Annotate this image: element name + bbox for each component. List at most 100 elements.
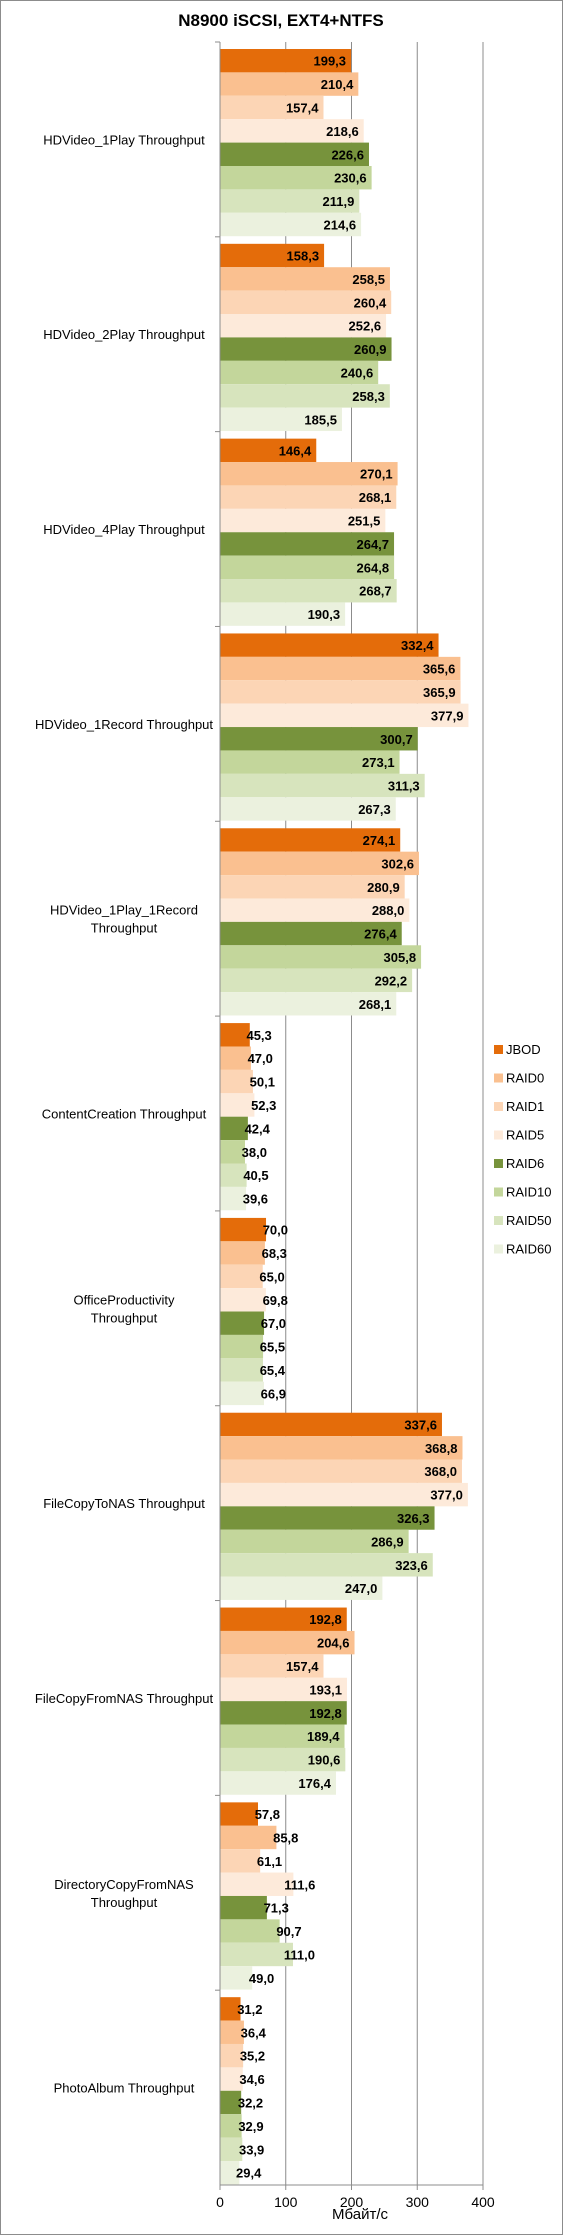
- data-label: 276,4: [364, 927, 397, 942]
- data-label: 146,4: [279, 443, 312, 458]
- bar: [220, 2090, 242, 2115]
- data-label: 260,9: [354, 342, 387, 357]
- data-label: 69,8: [263, 1293, 288, 1308]
- data-label: 193,1: [309, 1682, 342, 1697]
- bar: [220, 1459, 462, 1483]
- data-label: 49,0: [249, 1971, 274, 1986]
- data-label: 42,4: [245, 1121, 271, 1136]
- bar: [220, 267, 390, 291]
- legend-swatch: [494, 1045, 503, 1054]
- bar: [220, 555, 395, 580]
- bar: [220, 1334, 264, 1359]
- data-label: 190,6: [308, 1753, 341, 1768]
- data-label: 204,6: [317, 1636, 350, 1651]
- data-label: 252,6: [349, 319, 382, 334]
- bar: [220, 945, 422, 969]
- bar: [220, 1553, 433, 1577]
- bar: [220, 438, 317, 463]
- data-label: 40,5: [243, 1168, 268, 1183]
- bar: [220, 1482, 468, 1507]
- bar: [220, 1529, 409, 1554]
- category-label: HDVideo_1Record Throughput: [35, 717, 213, 732]
- data-label: 35,2: [240, 2049, 265, 2064]
- data-label: 39,6: [243, 1192, 268, 1207]
- axes: 0 100 200 300 400 HDVideo_1Play Throughput HDV…: [35, 41, 495, 2210]
- data-label: 214,6: [324, 218, 357, 233]
- data-label: 264,8: [357, 560, 390, 575]
- bar: [220, 1412, 442, 1437]
- bar: [220, 189, 360, 213]
- bar: [220, 1872, 294, 1896]
- data-label: 158,3: [287, 249, 320, 264]
- data-label: 273,1: [362, 755, 395, 770]
- legend-swatch: [494, 1159, 503, 1168]
- legend-label: RAID1: [506, 1099, 544, 1114]
- bar: [220, 1942, 293, 1967]
- bar: [220, 1436, 463, 1460]
- data-label: 377,0: [430, 1488, 463, 1503]
- data-label: 210,4: [321, 77, 354, 92]
- bar: [220, 750, 400, 774]
- bar: [220, 337, 392, 361]
- data-label: 157,4: [286, 1659, 319, 1674]
- bar: [220, 1358, 264, 1382]
- bar: [220, 243, 325, 268]
- category-label: PhotoAlbum Throughput: [54, 2081, 195, 2096]
- bar: [220, 407, 342, 432]
- legend-label: RAID60: [506, 1242, 552, 1257]
- category-label: OfficeProductivity Throughput: [74, 1292, 175, 1325]
- bar: [220, 508, 386, 533]
- bar: [220, 727, 418, 751]
- data-label: 258,5: [352, 272, 385, 287]
- data-label: 57,8: [255, 1807, 280, 1822]
- bar: [220, 1919, 280, 1943]
- data-label: 65,4: [260, 1363, 286, 1378]
- bar: [220, 1997, 241, 2021]
- category-label: HDVideo_4Play Throughput: [43, 522, 205, 537]
- data-label: 274,1: [363, 833, 396, 848]
- data-label: 45,3: [246, 1028, 271, 1043]
- data-label: 211,9: [322, 194, 354, 209]
- bar: [220, 828, 401, 852]
- data-label: 32,9: [238, 2119, 263, 2134]
- category-label: FileCopyFromNAS Throughput: [35, 1691, 214, 1706]
- legend-swatch: [494, 1102, 503, 1111]
- bar: [220, 1607, 347, 1631]
- bar: [220, 1825, 277, 1850]
- data-label: 90,7: [276, 1924, 301, 1939]
- bar: [220, 1701, 347, 1725]
- bar: [220, 384, 390, 408]
- data-label: 326,3: [397, 1511, 430, 1526]
- bar: [220, 1849, 261, 1873]
- data-label: 34,6: [239, 2072, 264, 2087]
- data-label: 286,9: [371, 1534, 404, 1549]
- data-label: 67,0: [261, 1316, 286, 1331]
- data-label: 377,9: [431, 708, 464, 723]
- bar: [220, 968, 413, 993]
- data-label: 302,6: [381, 856, 414, 871]
- bar: [220, 1140, 245, 1164]
- bar: [220, 1093, 255, 1117]
- bar: [220, 360, 379, 385]
- data-label: 36,4: [241, 2025, 267, 2040]
- data-label: 368,0: [424, 1464, 457, 1479]
- legend-swatch: [494, 1216, 503, 1225]
- data-label: 280,9: [367, 880, 400, 895]
- bar: [220, 1241, 265, 1265]
- data-label: 230,6: [334, 171, 367, 186]
- legend-label: RAID5: [506, 1128, 544, 1143]
- bar: [220, 921, 402, 946]
- bar: [220, 290, 392, 315]
- data-label: 247,0: [345, 1581, 378, 1596]
- bar: [220, 2043, 244, 2068]
- data-label: 251,5: [348, 514, 381, 529]
- data-label: 311,3: [388, 779, 420, 794]
- legend-swatch: [494, 1187, 503, 1197]
- category-label: DirectoryCopyFromNAS Throughput: [54, 1877, 194, 1910]
- legend-label: RAID10: [506, 1185, 552, 1200]
- bar: [220, 1506, 435, 1530]
- data-label: 268,1: [359, 997, 392, 1012]
- data-label: 264,7: [356, 537, 389, 552]
- data-label: 68,3: [262, 1246, 287, 1261]
- data-label: 157,4: [286, 101, 319, 116]
